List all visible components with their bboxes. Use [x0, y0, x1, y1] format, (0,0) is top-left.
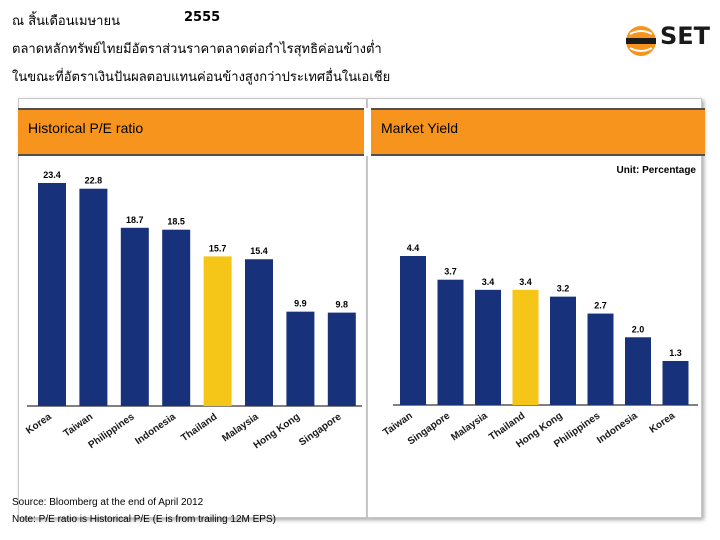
category-label-singapore: Singapore	[406, 410, 453, 447]
value-label-thailand: 15.7	[209, 243, 227, 253]
category-label-thailand: Thailand	[179, 411, 219, 444]
header-separator	[364, 108, 371, 156]
bar-hong-kong	[550, 296, 576, 405]
category-label-indonesia: Indonesia	[133, 411, 178, 447]
bar-philippines	[120, 227, 149, 406]
bar-malaysia	[245, 259, 273, 406]
value-label-thailand: 3.4	[519, 277, 532, 287]
set-logo-icon	[626, 26, 656, 56]
category-label-malaysia: Malaysia	[449, 410, 490, 443]
category-label-singapore: Singapore	[297, 411, 344, 448]
bar-hong-kong	[286, 311, 315, 406]
value-label-singapore: 9.8	[336, 300, 349, 310]
category-label-taiwan: Taiwan	[62, 411, 95, 439]
value-label-indonesia: 2.0	[632, 324, 645, 334]
bar-thailand	[512, 289, 539, 405]
value-label-taiwan: 22.8	[85, 176, 103, 186]
value-label-taiwan: 4.4	[407, 243, 420, 253]
pe-ratio-header: Historical P/E ratio	[18, 108, 364, 156]
value-label-korea: 1.3	[669, 348, 682, 358]
bar-indonesia	[162, 229, 191, 406]
bar-taiwan	[79, 188, 108, 406]
value-label-philippines: 18.7	[126, 215, 144, 225]
source-note: Source: Bloomberg at the end of April 20…	[12, 497, 204, 508]
bar-thailand	[203, 256, 232, 406]
value-label-indonesia: 18.5	[167, 217, 185, 227]
header-line-2: ตลาดหลักทรัพย์ไทยมีอัตราส่วนราคาตลาดต่อก…	[12, 42, 382, 57]
value-label-philippines: 2.7	[594, 301, 607, 311]
bar-singapore	[327, 312, 356, 406]
category-label-hong-kong: Hong Kong	[252, 411, 302, 451]
bar-singapore	[437, 279, 464, 405]
bar-philippines	[587, 313, 614, 405]
bar-indonesia	[625, 337, 651, 405]
category-label-korea: Korea	[648, 410, 678, 436]
header-line-3: ในขณะที่อัตราเงินปันผลตอบแทนค่อนข้างสูงก…	[12, 70, 391, 85]
footnote: Note: P/E ratio is Historical P/E (E is …	[12, 514, 276, 525]
value-label-hong-kong: 9.9	[294, 299, 307, 309]
set-logo: SET	[624, 20, 714, 60]
market-yield-header: Market Yield	[371, 108, 705, 156]
bar-malaysia	[475, 289, 501, 405]
bar-korea	[38, 183, 66, 406]
market-yield-title: Market Yield	[381, 120, 459, 136]
pe-ratio-title: Historical P/E ratio	[28, 120, 144, 136]
value-label-malaysia: 3.4	[482, 277, 495, 287]
pe-ratio-panel	[18, 98, 367, 518]
category-label-indonesia: Indonesia	[595, 410, 640, 446]
value-label-malaysia: 15.4	[250, 246, 268, 256]
set-logo-text: SET	[660, 22, 711, 50]
category-label-taiwan: Taiwan	[381, 410, 414, 438]
category-label-philippines: Philippines	[87, 411, 137, 451]
value-label-korea: 23.4	[43, 170, 61, 180]
category-label-korea: Korea	[24, 411, 54, 437]
value-label-hong-kong: 3.2	[557, 284, 570, 294]
header-line-1: ณ สิ้นเดือนเมษายน 2555	[12, 10, 220, 31]
bar-korea	[662, 360, 689, 405]
unit-label: Unit: Percentage	[616, 165, 696, 176]
value-label-singapore: 3.7	[444, 267, 457, 277]
header-date-text: ณ สิ้นเดือนเมษายน	[12, 14, 120, 29]
bar-taiwan	[400, 256, 426, 405]
header-year: 2555	[184, 10, 221, 25]
